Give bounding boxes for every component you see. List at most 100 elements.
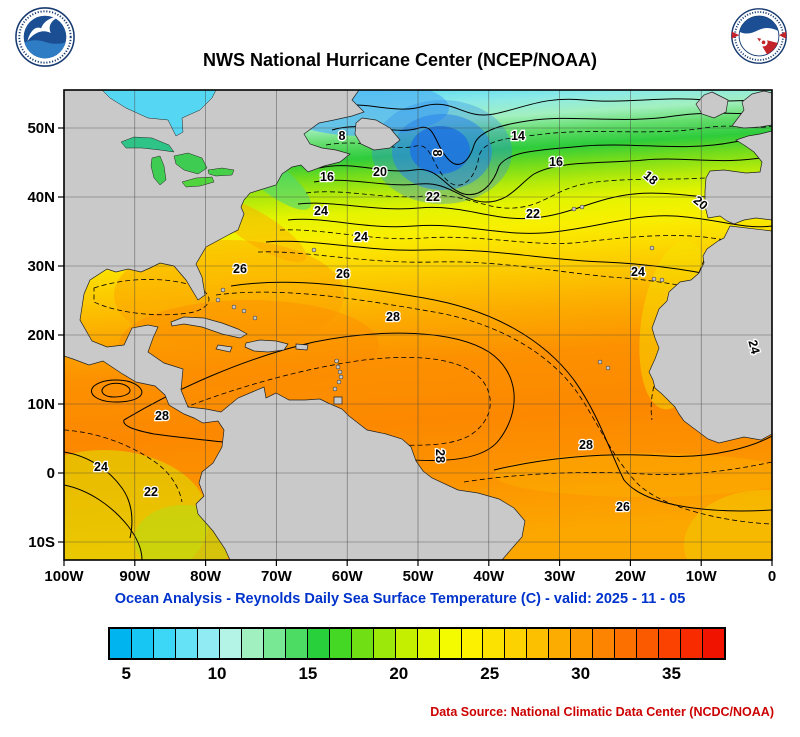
- colorbar-cell: [637, 629, 660, 658]
- island: [335, 364, 341, 370]
- colorbar-tick-labels: 5 10 15 20 25 30 35: [108, 660, 726, 686]
- lon-tick-label: 20W: [615, 568, 647, 585]
- island: [334, 358, 339, 364]
- landmass: [704, 130, 772, 225]
- isotherm-line: [230, 281, 772, 512]
- isotherm-label: 8: [430, 150, 444, 157]
- isotherm-label: 24: [354, 230, 368, 244]
- colorbar-cell: [373, 629, 396, 658]
- isotherm-line: [123, 332, 515, 461]
- colorbar-cell: [241, 629, 264, 658]
- colorbar-cell: [461, 629, 484, 658]
- lon-tick-label: 10W: [686, 568, 718, 585]
- inland-water: [120, 136, 175, 153]
- noaa-logo: [14, 6, 76, 68]
- nws-logo: [730, 7, 788, 65]
- isotherm-label: 22: [144, 485, 158, 499]
- island: [311, 247, 317, 253]
- noaa-logo-gull-icon: [27, 16, 63, 41]
- colorbar-cell: [527, 629, 550, 658]
- isotherm-line: [257, 251, 772, 305]
- colorbar-tick-label: 20: [389, 664, 409, 683]
- lat-tick-label: 40N: [27, 189, 55, 206]
- isotherm-label: 16: [320, 170, 334, 184]
- noaa-logo-ring-text: [18, 10, 72, 64]
- isotherm-line: [493, 435, 772, 471]
- island: [220, 287, 226, 293]
- colorbar-cell: [615, 629, 638, 658]
- isotherm-label: 28: [386, 310, 400, 324]
- inland-water: [181, 176, 215, 188]
- colorbar-cell: [110, 629, 132, 658]
- isotherm-line: [279, 229, 772, 244]
- colorbar-cell: [703, 629, 725, 658]
- island: [338, 374, 344, 380]
- colorbar-cell: [395, 629, 418, 658]
- inland-water: [101, 90, 217, 137]
- inland-water: [173, 152, 208, 175]
- colorbar-cell: [681, 629, 704, 658]
- lat-tick-label: 50N: [27, 120, 55, 137]
- landmass: [170, 316, 248, 339]
- colorbar-cell: [219, 629, 242, 658]
- colorbar-tick-label: 25: [480, 664, 500, 683]
- landmass: [695, 91, 729, 119]
- analysis-caption: Ocean Analysis - Reynolds Daily Sea Surf…: [114, 591, 686, 607]
- lat-tick-label: 0: [47, 465, 55, 482]
- isotherm-line: [463, 461, 772, 483]
- island: [571, 206, 577, 212]
- island: [605, 365, 611, 371]
- colorbar-cell: [505, 629, 528, 658]
- lon-tick-label: 100W: [44, 568, 84, 585]
- island: [252, 315, 258, 321]
- landmass: [333, 396, 343, 405]
- isotherm-label: 24: [94, 460, 108, 474]
- landmass: [215, 344, 233, 353]
- lon-tick-label: 70W: [261, 568, 293, 585]
- island: [597, 359, 603, 365]
- landmass: [354, 117, 401, 151]
- island: [241, 308, 247, 314]
- colorbar-tick-label: 15: [298, 664, 318, 683]
- lon-tick-label: 60W: [332, 568, 364, 585]
- temperature-colorbar: 5 10 15 20 25 30 35: [108, 627, 726, 686]
- landmass: [648, 225, 772, 444]
- colorbar-tick-label: 10: [207, 664, 227, 683]
- island: [332, 386, 338, 392]
- island: [336, 379, 342, 385]
- colorbar-cell: [549, 629, 572, 658]
- colorbar-cell: [175, 629, 198, 658]
- island: [651, 276, 657, 282]
- lat-tick-label: 30N: [27, 258, 55, 275]
- lon-tick-label: 80W: [190, 568, 222, 585]
- isotherm-label: 26: [616, 500, 630, 514]
- isotherm-line: [64, 484, 143, 560]
- nws-logo-sky: [739, 16, 779, 34]
- isotherm-line: [101, 382, 131, 398]
- lon-tick-label: 50W: [403, 568, 435, 585]
- colorbar-cell: [439, 629, 462, 658]
- colorbar-cell: [285, 629, 308, 658]
- isotherm-label: 14: [511, 129, 525, 143]
- landmass: [64, 90, 526, 560]
- nws-logo-left-ribbon: [731, 31, 740, 39]
- colorbar-cell: [571, 629, 594, 658]
- isotherm-label: 24: [745, 338, 762, 355]
- colorbar-tick-label: 30: [571, 664, 591, 683]
- isotherm-label: 26: [233, 262, 247, 276]
- isotherm-label: 8: [339, 129, 346, 143]
- island: [215, 297, 221, 303]
- colorbar-tick-label: 5: [121, 664, 131, 683]
- colorbar-cell: [351, 629, 374, 658]
- lon-tick-label: 90W: [119, 568, 151, 585]
- inland-water: [150, 155, 167, 186]
- isotherm-line: [313, 155, 772, 203]
- isotherm-line: [287, 215, 772, 234]
- colorbar-cell: [307, 629, 330, 658]
- colorbar-cells: [108, 627, 726, 660]
- isotherm-line: [325, 125, 772, 186]
- isotherm-label: 24: [631, 265, 645, 279]
- landmass: [244, 339, 289, 353]
- isotherm-line: [318, 139, 772, 196]
